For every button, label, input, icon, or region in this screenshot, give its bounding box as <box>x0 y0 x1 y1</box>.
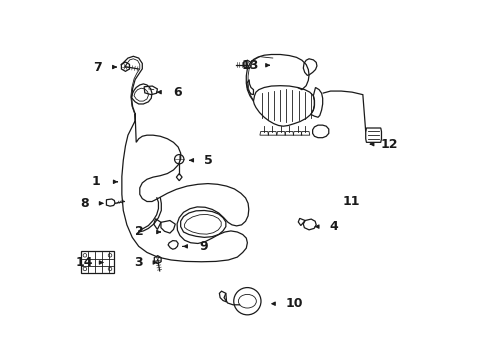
Text: 9: 9 <box>199 240 207 253</box>
Text: 11: 11 <box>342 195 359 208</box>
Text: 5: 5 <box>203 154 212 167</box>
Text: 14: 14 <box>76 256 93 269</box>
Text: 10: 10 <box>285 297 302 310</box>
Text: 8: 8 <box>80 197 89 210</box>
Text: 13: 13 <box>242 59 259 72</box>
Text: 1: 1 <box>92 175 101 188</box>
Text: 4: 4 <box>328 220 337 233</box>
Text: 2: 2 <box>135 225 143 238</box>
Text: 7: 7 <box>93 60 102 73</box>
Text: 6: 6 <box>173 86 182 99</box>
Text: 3: 3 <box>134 256 142 269</box>
Text: 12: 12 <box>380 138 397 150</box>
